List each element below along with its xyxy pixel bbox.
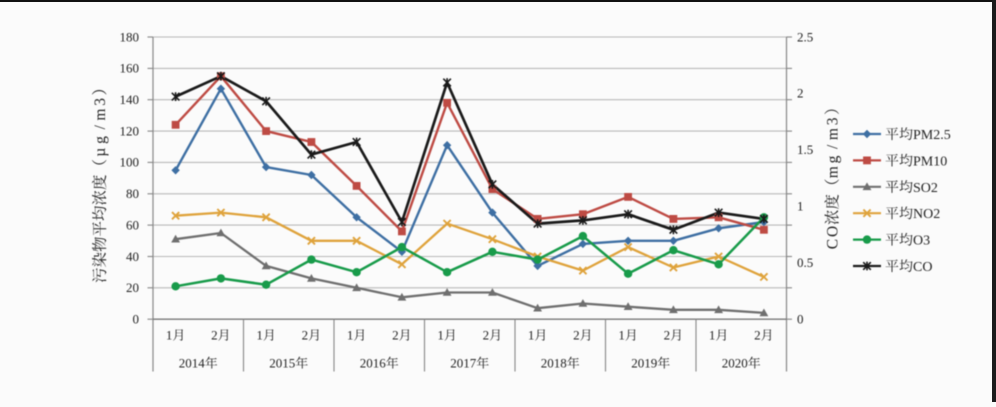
svg-text:m: m [92,109,109,121]
svg-text:2: 2 [573,328,580,343]
svg-text:2017: 2017 [450,356,477,371]
svg-text:1: 1 [437,328,444,343]
svg-text:20: 20 [126,280,139,295]
svg-text:2019: 2019 [631,356,657,371]
svg-text:C: C [825,239,842,249]
svg-text:2.5: 2.5 [797,29,813,44]
svg-text:m: m [825,128,842,140]
svg-text:2: 2 [664,328,671,343]
svg-text:PM10: PM10 [913,154,947,169]
svg-text:40: 40 [126,249,139,264]
svg-text:160: 160 [120,61,140,76]
svg-text:CO: CO [913,260,932,275]
svg-text:1.5: 1.5 [797,142,813,157]
svg-text:1: 1 [256,328,263,343]
svg-text:100: 100 [120,155,140,170]
svg-text:2020: 2020 [722,356,748,371]
svg-text:1: 1 [709,328,716,343]
svg-text:SO2: SO2 [913,181,938,196]
svg-text:140: 140 [120,92,140,107]
svg-text:3: 3 [825,117,842,125]
svg-text:1: 1 [166,328,173,343]
svg-text:2: 2 [211,328,218,343]
svg-text:2014: 2014 [179,356,206,371]
svg-text:O: O [825,226,842,237]
svg-text:NO2: NO2 [913,207,940,222]
svg-text:2016: 2016 [360,356,387,371]
svg-text:3: 3 [92,98,109,106]
svg-text:1: 1 [528,328,535,343]
svg-text:/: / [92,124,109,129]
svg-text:g: g [92,136,109,144]
svg-text:O3: O3 [913,234,930,249]
svg-text:µ: µ [92,148,109,157]
svg-text:g: g [825,155,842,163]
svg-text:80: 80 [126,186,139,201]
svg-text:2: 2 [302,328,309,343]
svg-text:0.5: 0.5 [797,255,813,270]
svg-text:2015: 2015 [269,356,295,371]
svg-text:2: 2 [754,328,761,343]
svg-text:PM2.5: PM2.5 [913,128,951,143]
svg-text:1: 1 [797,199,804,214]
svg-text:1: 1 [618,328,625,343]
svg-text:2018: 2018 [541,356,567,371]
svg-text:60: 60 [126,217,139,232]
svg-text:0: 0 [797,312,804,327]
svg-text:2: 2 [392,328,399,343]
svg-text:/: / [825,144,842,149]
svg-text:0: 0 [133,312,140,327]
svg-text:1: 1 [347,328,354,343]
svg-text:2: 2 [483,328,490,343]
svg-text:2: 2 [797,86,804,101]
svg-text:180: 180 [120,29,140,44]
svg-text:120: 120 [120,123,140,138]
svg-text:m: m [825,166,842,178]
